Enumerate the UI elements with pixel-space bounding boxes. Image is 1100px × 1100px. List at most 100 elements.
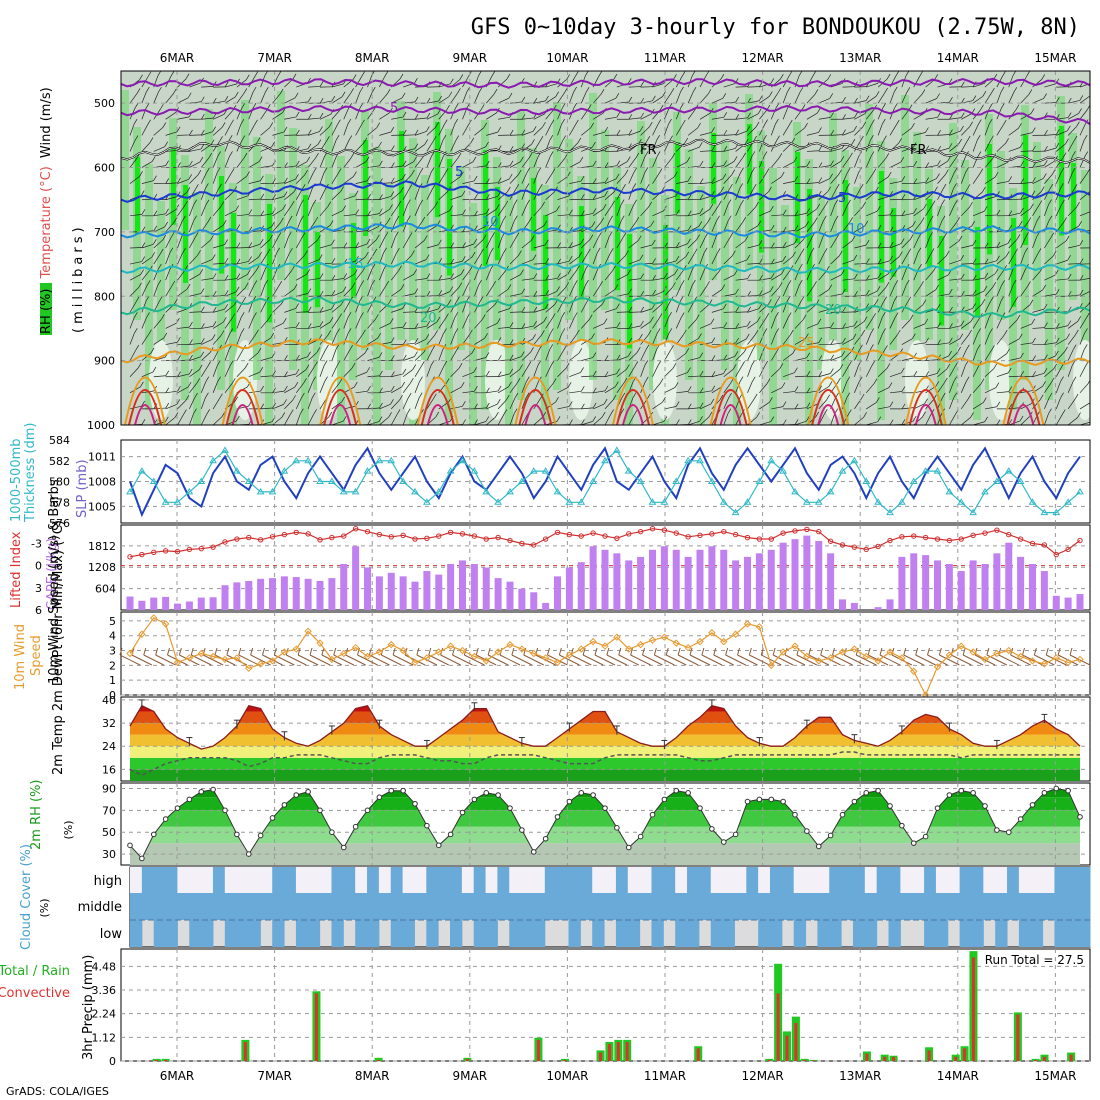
precip-convective-bar	[776, 993, 780, 1061]
wind-barb-flag	[965, 167, 969, 173]
wind-barb	[331, 291, 344, 297]
wind-barb	[462, 124, 469, 136]
wind-barb-flag	[231, 378, 236, 384]
rh-very-moist-patch	[939, 236, 944, 326]
wind-barb-flag	[652, 95, 656, 101]
wind-barb-flag	[775, 312, 779, 318]
wind-barb	[189, 356, 201, 361]
wind-barb-flag	[913, 370, 918, 377]
wind-barb-flag	[901, 176, 906, 182]
wind-barb	[664, 301, 671, 313]
wind-barb-flag	[188, 368, 193, 375]
wind-barb	[925, 178, 937, 184]
wind-barb	[450, 333, 456, 345]
wind-barb	[153, 226, 165, 233]
rh-moist-column	[205, 109, 213, 300]
wind-barb-flag	[402, 339, 407, 345]
cloud-cell	[295, 893, 309, 920]
wind-barb-flag	[301, 232, 306, 238]
wind-barb	[949, 143, 959, 152]
wind-barb	[581, 213, 594, 217]
li-marker	[459, 531, 466, 537]
wind-barb-flag	[747, 306, 751, 313]
wind-barb-flag	[683, 329, 687, 336]
li-marker	[994, 527, 1000, 533]
wind-barb	[474, 268, 480, 281]
wind-barb-flag	[673, 74, 677, 80]
wind-barb-flag	[1061, 199, 1065, 206]
wind-barb-flag	[818, 337, 823, 343]
wind-barb-flag	[545, 290, 550, 296]
cape-bar	[292, 577, 300, 610]
wind-barb-flag	[187, 381, 192, 388]
wind-speed-marker	[328, 655, 336, 664]
wind-barb	[485, 268, 492, 281]
thickness-marker	[945, 487, 954, 495]
wind-barb	[854, 156, 860, 168]
wind-barb-flag	[402, 111, 407, 118]
wind-barb	[379, 93, 388, 104]
wind-barb-flag	[431, 151, 435, 157]
wind-barb	[877, 387, 890, 394]
wind-speed-marker	[779, 648, 787, 656]
wind-speed-marker	[1028, 657, 1037, 665]
wind-barb	[996, 334, 1005, 345]
pressure-tick: 1000	[87, 419, 115, 432]
wind-barb-flag	[664, 242, 668, 248]
wind-barb-flag	[158, 263, 162, 270]
cape-bar	[316, 580, 324, 610]
wind-barb	[664, 350, 671, 361]
wind-barb	[592, 252, 598, 265]
thickness-marker	[743, 498, 752, 505]
rh-very-moist-patch	[267, 204, 272, 323]
wind-barb-flag	[687, 419, 692, 425]
wind-barb-flag	[977, 151, 982, 157]
wind-barb-flag	[497, 126, 502, 133]
wind-barb	[1020, 286, 1028, 297]
cloud-cell	[378, 893, 392, 920]
wind-barb-flag	[956, 217, 960, 223]
wind-barb-flag	[581, 419, 585, 425]
wind-barb	[830, 134, 843, 136]
wind-barb	[129, 140, 136, 152]
wind-barb-flag	[1032, 162, 1036, 168]
wind-barb	[485, 237, 492, 249]
wind-barb-flag	[768, 186, 772, 193]
wind-barb	[592, 268, 599, 281]
wind-barb	[652, 156, 658, 168]
surface-wind-barb	[571, 654, 592, 666]
wind-barb	[972, 173, 981, 184]
wind-barb-flag	[991, 87, 995, 94]
wind-barb-flag	[319, 112, 324, 119]
wind-barb-flag	[984, 258, 989, 264]
wind-barb-flag	[610, 409, 614, 415]
wind-barb-flag	[182, 215, 186, 222]
wind-barb-flag	[912, 333, 916, 339]
wind-barb-flag	[450, 242, 455, 248]
wind-barb-flag	[563, 345, 567, 351]
wind-barb-flag	[527, 361, 532, 367]
wind-barb-flag	[574, 280, 578, 286]
surface-wind-barb	[238, 654, 259, 666]
wind-barb	[901, 92, 908, 104]
wind-barb-flag	[260, 193, 265, 200]
wind-barb	[1020, 132, 1033, 136]
precip-tick: 4.48	[92, 960, 117, 973]
surface-wind-barb	[939, 654, 960, 666]
cloud-cell	[781, 893, 795, 920]
slp-tick: 1011	[88, 451, 116, 464]
wind-barb	[782, 334, 791, 345]
wind-barb	[1056, 325, 1068, 329]
wind-barb-flag	[176, 399, 181, 405]
wind-barb-flag	[491, 232, 495, 238]
wind-barb-flag	[744, 235, 749, 241]
wind-barb-flag	[1079, 289, 1084, 296]
wind-barb-flag	[402, 173, 406, 180]
wind-barb	[367, 109, 375, 120]
wind-barb	[854, 100, 867, 104]
wind-barb	[296, 134, 309, 136]
wind-barb-flag	[756, 412, 760, 418]
wind-barb-flag	[390, 126, 395, 133]
wind-barb	[877, 286, 887, 297]
wind-barb-flag	[858, 376, 863, 382]
